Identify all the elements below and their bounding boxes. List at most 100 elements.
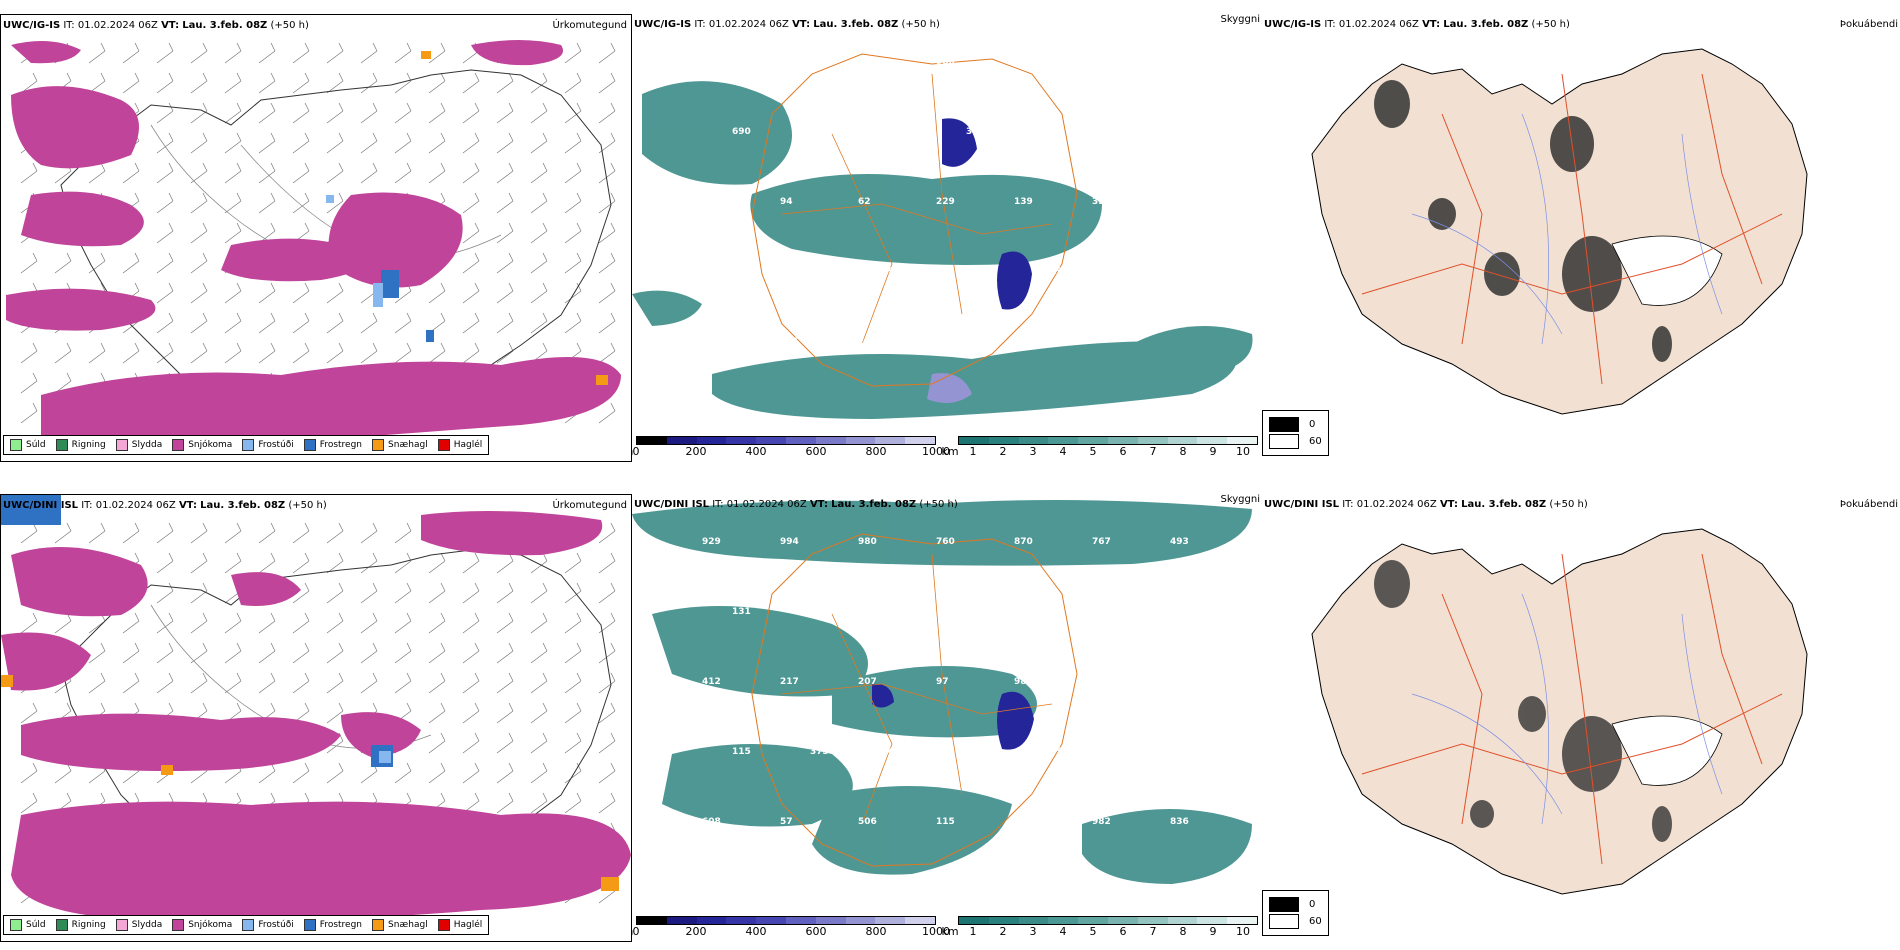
- legend-label: 0: [1309, 899, 1316, 910]
- legend-swatch: [115, 919, 128, 931]
- wind-barb: [190, 312, 208, 334]
- wind-barb: [598, 402, 616, 424]
- wind-barb: [564, 792, 582, 814]
- wind-barb: [394, 102, 412, 124]
- wind-barb: [598, 42, 616, 64]
- wind-barb: [530, 612, 548, 634]
- wind-barb: [360, 72, 378, 94]
- wind-barb: [462, 612, 480, 634]
- wind-barb: [190, 102, 208, 124]
- wind-barb: [462, 222, 480, 244]
- wind-barb: [496, 162, 514, 184]
- wind-barb: [122, 612, 140, 634]
- colorbar-unit: m: [632, 925, 633, 938]
- wind-barb: [564, 192, 582, 214]
- wind-barb: [496, 792, 514, 814]
- wind-barb: [598, 192, 616, 214]
- wind-barb: [496, 342, 514, 364]
- wind-barb: [530, 192, 548, 214]
- wind-barb: [598, 522, 616, 544]
- legend-swatch: [55, 439, 68, 451]
- wind-barb: [88, 252, 106, 274]
- cloud-visibility-panel-row2: 929 994 980 760 870 767 493 131 357 128 504 736 485 6…: [632, 494, 1262, 942]
- colorbar-tick-label: 1: [969, 445, 977, 458]
- wind-barb: [258, 312, 276, 334]
- wind-barb: [122, 72, 140, 94]
- colorbar-tick-label: 2: [999, 445, 1007, 458]
- legend-label: Rigning: [71, 440, 106, 450]
- wind-barb: [156, 192, 174, 214]
- colorbar-tick-label: 5: [1089, 925, 1097, 938]
- colorbar-tick-label: 9: [1209, 925, 1217, 938]
- colorbar-tick-label: 800: [865, 925, 887, 938]
- wind-barb: [360, 522, 378, 544]
- precip-legend-item: Frostregn: [303, 919, 362, 931]
- wind-barb: [360, 42, 378, 64]
- colorbar-strip: [958, 436, 1258, 445]
- colorbar-tick-label: 6: [1119, 445, 1127, 458]
- legend-swatch: [242, 919, 255, 931]
- wind-barb: [292, 342, 310, 364]
- cloud-base-label: 54: [1200, 127, 1213, 137]
- cloud-base-label: 493: [1170, 537, 1189, 547]
- wind-barb: [156, 342, 174, 364]
- cloud-base-label: 100: [1122, 127, 1141, 137]
- model-header-cloud-row1: UWC/IG-IS IT: 01.02.2024 06Z VT: Lau. 3.…: [634, 19, 940, 30]
- wind-barb: [190, 582, 208, 604]
- wind-barb: [462, 342, 480, 364]
- wind-barb: [394, 522, 412, 544]
- wind-barb: [224, 132, 242, 154]
- colorbar-strip: [636, 436, 936, 445]
- cloud-base-label: 966: [780, 57, 799, 67]
- wind-barb: [530, 222, 548, 244]
- wind-barb: [462, 132, 480, 154]
- colorbar-tick-label: 2: [999, 925, 1007, 938]
- wind-barb: [88, 342, 106, 364]
- wind-barb: [360, 642, 378, 664]
- cloud-base-label: 207: [858, 677, 877, 687]
- precip-legend-row2: Súld Rigning Slydda Snjókoma Frostúði Frostre…: [3, 915, 490, 935]
- wind-barb: [360, 132, 378, 154]
- wind-barb: [598, 642, 616, 664]
- wind-barb: [496, 312, 514, 334]
- cloud-base-label: 301: [966, 127, 985, 137]
- wind-barb: [292, 282, 310, 304]
- precip-legend-item: Haglél: [437, 919, 482, 931]
- cloud-base-label: 263: [1200, 267, 1219, 277]
- colorbar-ticks: km 1 2 3 4 5 6 7 8 9 10: [941, 925, 1258, 938]
- colorbar-tick-label: 1000: [922, 925, 950, 938]
- wind-barb: [224, 72, 242, 94]
- wind-barb: [530, 132, 548, 154]
- cloud-base-label: 94: [780, 197, 793, 207]
- wind-barb: [258, 282, 276, 304]
- wind-barb: [156, 222, 174, 244]
- wind-barb: [20, 252, 38, 274]
- wind-barb: [360, 582, 378, 604]
- colorbar-tick-label: 400: [745, 925, 767, 938]
- cloud-base-label: 948: [888, 267, 907, 277]
- precip-legend-item: Snæhagl: [372, 919, 428, 931]
- wind-barb: [326, 282, 344, 304]
- wind-barb: [258, 132, 276, 154]
- wind-barb: [20, 522, 38, 544]
- colorbar-tick-label: 600: [805, 925, 827, 938]
- fog-legend-item: 0: [1269, 417, 1322, 432]
- cloud-base-label: 68: [888, 127, 901, 137]
- wind-barb: [292, 552, 310, 574]
- legend-label: Slydda: [131, 440, 163, 450]
- wind-barb: [190, 612, 208, 634]
- colorbar-strip: [958, 916, 1258, 925]
- wind-barb: [564, 672, 582, 694]
- wind-barb: [564, 582, 582, 604]
- cloud-base-colorbar-row1: m0 200 400 600 800 1000: [632, 436, 950, 458]
- colorbar-tick-label: 3: [1029, 925, 1037, 938]
- wind-barb: [258, 192, 276, 214]
- cloud-base-label: 983: [702, 337, 721, 347]
- cloud-base-label: 238: [858, 337, 877, 347]
- wind-barb: [496, 222, 514, 244]
- wind-barb: [394, 582, 412, 604]
- wind-barb: [428, 162, 446, 184]
- fog-map-row2: [1311, 528, 1808, 895]
- wind-barb: [530, 102, 548, 124]
- wind-barb: [496, 282, 514, 304]
